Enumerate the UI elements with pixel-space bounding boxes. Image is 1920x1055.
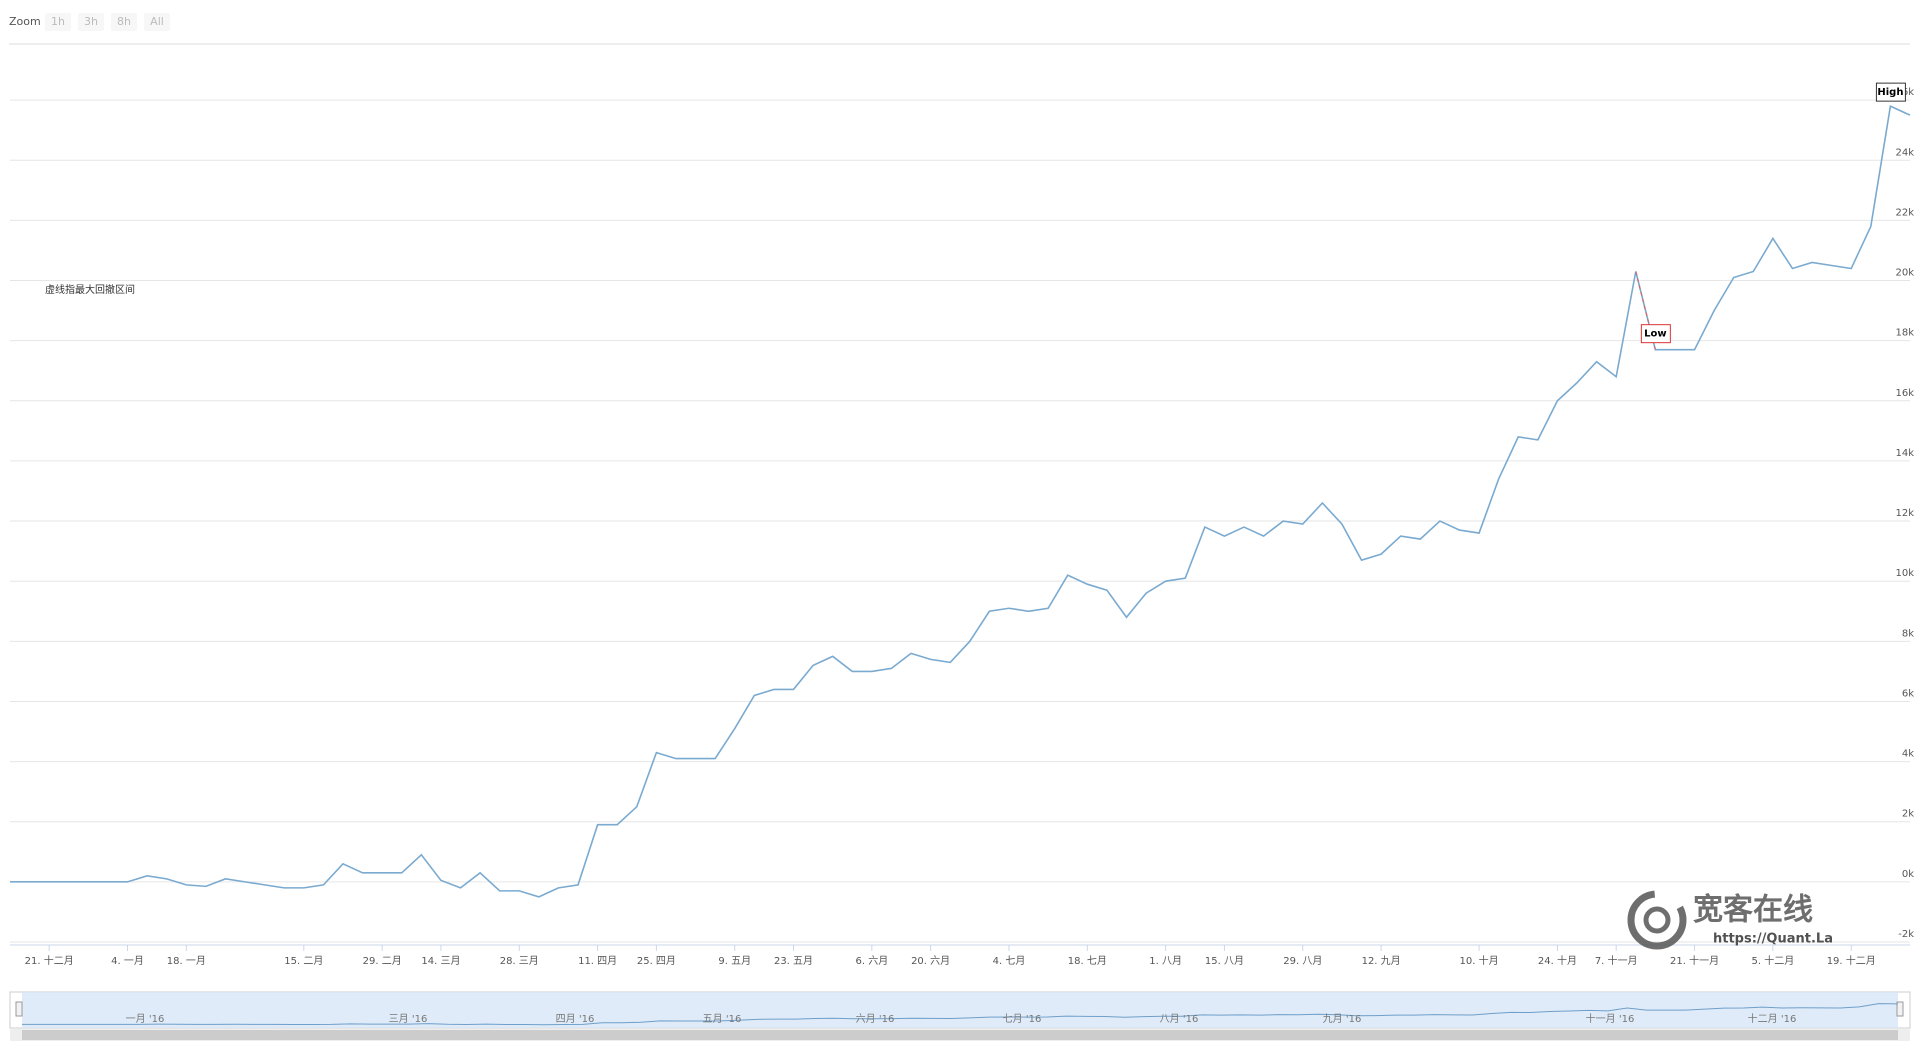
navigator: 一月 '16 三月 '16 四月 '16 五月 '16 六月 '16 七月 '16 八月 '… xyxy=(9,991,1911,1041)
y-tick-label: 4k xyxy=(1902,749,1914,760)
x-tick-label: 18. 一月 xyxy=(167,955,206,967)
zoom-button[interactable] xyxy=(111,13,137,31)
navigator-label: 九月 '16 xyxy=(1323,1013,1362,1025)
zoom-buttons: 1h 3h 8h All xyxy=(45,13,170,31)
plot-area: High Low xyxy=(10,82,1911,898)
zoom-button-label[interactable]: 8h xyxy=(117,15,131,28)
x-tick-label: 29. 八月 xyxy=(1283,955,1322,967)
navigator-label: 十一月 '16 xyxy=(1586,1012,1635,1025)
x-tick-label: 15. 八月 xyxy=(1205,955,1244,967)
scrollbar-thumb[interactable] xyxy=(22,1030,1898,1040)
x-tick-label: 19. 十二月 xyxy=(1827,954,1876,967)
x-tick-label: 11. 四月 xyxy=(578,955,617,967)
watermark-logo xyxy=(1643,906,1671,934)
navigator-label: 六月 '16 xyxy=(856,1013,895,1025)
x-tick-label: 21. 十二月 xyxy=(25,954,74,967)
y-tick-label: 10k xyxy=(1895,568,1914,579)
y-tick-label: 8k xyxy=(1902,628,1914,639)
x-tick-label: 6. 六月 xyxy=(855,955,888,967)
y-tick-label: 18k xyxy=(1895,328,1914,339)
x-tick-label: 20. 六月 xyxy=(911,955,950,967)
y-tick-label: 0k xyxy=(1902,869,1914,880)
annotation: 虚线指最大回撤区间 xyxy=(45,283,135,296)
x-tick-label: 28. 三月 xyxy=(500,955,539,967)
navigator-label: 八月 '16 xyxy=(1160,1013,1199,1025)
watermark-logo xyxy=(1627,890,1687,950)
navigator-label: 四月 '16 xyxy=(556,1013,595,1025)
y-tick-label: 6k xyxy=(1902,688,1914,699)
x-tick-label: 14. 三月 xyxy=(421,955,460,967)
zoom-button[interactable] xyxy=(144,13,170,31)
watermark-name: 宽客在线 xyxy=(1693,893,1813,928)
flag-label: High xyxy=(1877,87,1903,98)
series-line xyxy=(10,104,1911,898)
watermark: 宽客在线 https://Quant.La xyxy=(1627,890,1833,950)
x-tick-label: 25. 四月 xyxy=(637,955,676,967)
zoom-button-label[interactable]: 3h xyxy=(84,15,98,28)
zoom-button-label[interactable]: All xyxy=(150,15,164,28)
navigator-label: 三月 '16 xyxy=(389,1013,428,1025)
x-tick-label: 4. 七月 xyxy=(993,955,1026,967)
x-tick-label: 10. 十月 xyxy=(1460,954,1499,967)
navigator-label: 五月 '16 xyxy=(703,1013,742,1025)
x-tick-label: 7. 十一月 xyxy=(1595,954,1638,967)
navigator-handle[interactable] xyxy=(15,1001,23,1017)
navigator-label: 七月 '16 xyxy=(1003,1013,1042,1025)
x-tick-label: 12. 九月 xyxy=(1362,955,1401,967)
y-tick-label: 16k xyxy=(1895,388,1914,399)
y-tick-label: 20k xyxy=(1895,268,1914,279)
y-tick-label: 22k xyxy=(1895,207,1914,218)
navigator-label: 一月 '16 xyxy=(126,1013,165,1025)
x-tick-label: 9. 五月 xyxy=(718,955,751,967)
zoom-button[interactable] xyxy=(78,13,104,31)
navigator-handle[interactable] xyxy=(1896,1001,1904,1017)
zoom-label: Zoom xyxy=(9,15,41,28)
watermark-url: https://Quant.La xyxy=(1713,932,1833,947)
y-tick-label: -2k xyxy=(1898,929,1914,940)
zoom-button[interactable] xyxy=(45,13,71,31)
flag-label: Low xyxy=(1644,329,1666,340)
y-tick-label: 2k xyxy=(1902,809,1914,820)
x-tick-label: 29. 二月 xyxy=(363,955,402,967)
y-tick-label: 14k xyxy=(1895,448,1914,459)
x-tick-label: 23. 五月 xyxy=(774,955,813,967)
x-tick-label: 15. 二月 xyxy=(284,955,323,967)
navigator-mask[interactable] xyxy=(22,992,1898,1028)
x-tick-label: 1. 八月 xyxy=(1149,955,1182,967)
y-tick-label: 12k xyxy=(1895,508,1914,519)
navigator-label: 十二月 '16 xyxy=(1748,1012,1797,1025)
y-tick-label: 24k xyxy=(1895,147,1914,158)
x-tick-label: 18. 七月 xyxy=(1068,955,1107,967)
x-tick-label: 5. 十二月 xyxy=(1752,954,1795,967)
flag xyxy=(1875,82,1906,102)
navigator-series xyxy=(22,1003,1899,1026)
x-tick-label: 4. 一月 xyxy=(111,955,144,967)
zoom-button-label[interactable]: 1h xyxy=(51,15,65,28)
x-tick-label: 21. 十一月 xyxy=(1670,954,1719,967)
x-tick-label: 24. 十月 xyxy=(1538,954,1577,967)
flag xyxy=(1640,324,1671,344)
grid: -2k0k2k4k6k8k10k12k14k16k18k20k22k24k26k… xyxy=(10,87,1914,967)
